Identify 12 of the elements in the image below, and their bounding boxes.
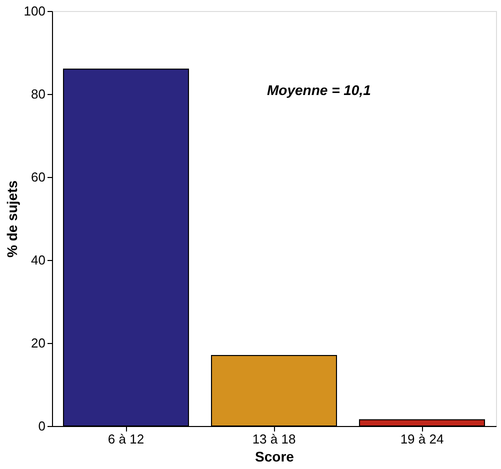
x-tick-label: 6 à 12	[108, 432, 144, 446]
x-axis-title: Score	[255, 448, 294, 464]
x-tick-label: 19 à 24	[400, 432, 444, 446]
x-tick-label: 13 à 18	[252, 432, 296, 446]
y-tick-label: 80	[31, 86, 46, 102]
y-tick-label: 0	[38, 418, 46, 434]
annotation: Moyenne = 10,1	[267, 82, 372, 98]
y-tick-label: 100	[24, 4, 46, 18]
y-tick-label: 40	[31, 252, 46, 268]
y-tick-label: 20	[31, 336, 46, 350]
y-tick-label: 60	[31, 170, 46, 184]
y-axis-title: % de sujets	[4, 180, 20, 258]
